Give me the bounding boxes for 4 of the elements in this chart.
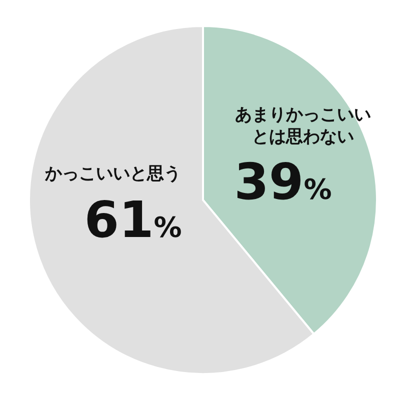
slice-label: あまりかっこいいとは思わない bbox=[234, 104, 372, 148]
data-label: 39% bbox=[234, 152, 332, 213]
data-label: 61% bbox=[84, 191, 182, 252]
slice-label: かっこいいと思う bbox=[44, 163, 182, 186]
